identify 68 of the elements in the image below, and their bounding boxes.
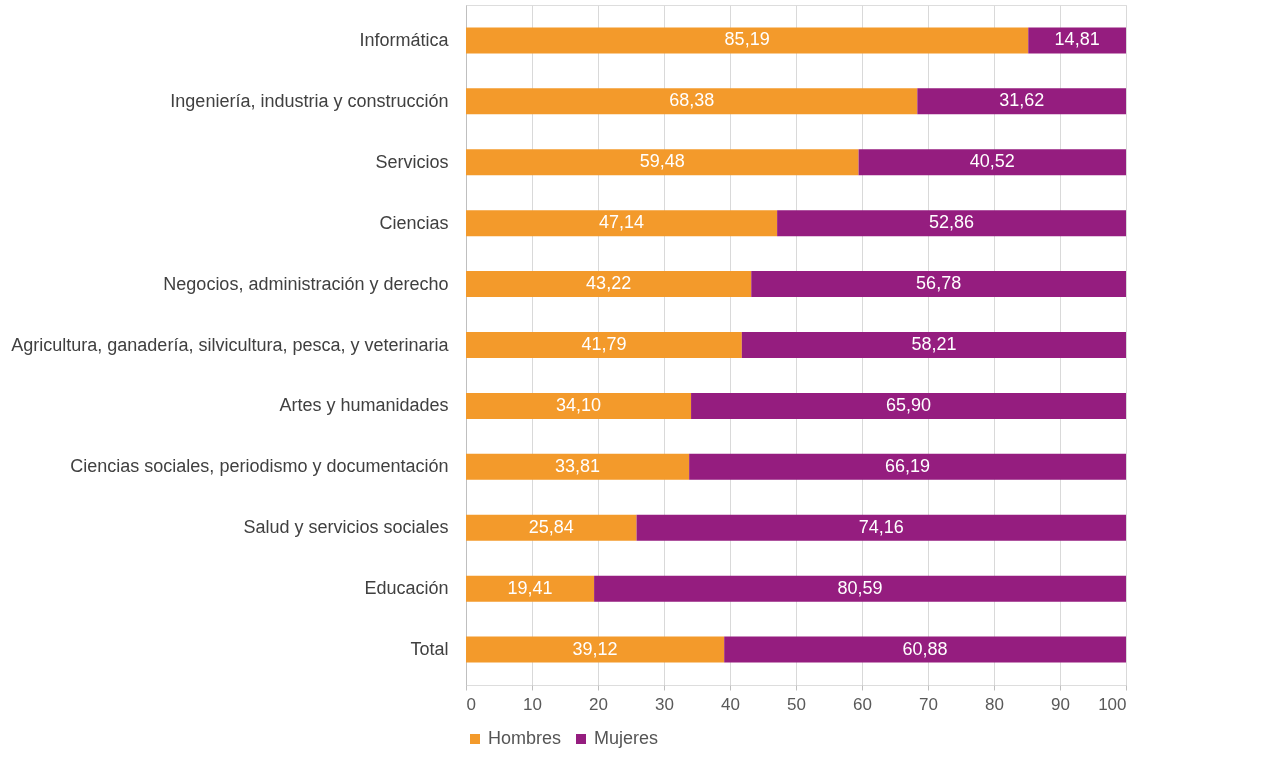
bar — [466, 332, 742, 358]
y-tick-label: Servicios — [375, 151, 449, 172]
bar — [691, 392, 1126, 419]
bar — [751, 271, 1126, 298]
y-tick-label: Salud y servicios sociales — [243, 517, 449, 538]
bar — [466, 27, 1029, 54]
bar — [777, 210, 1126, 237]
y-tick-label: Agricultura, ganadería, silvicultura, pesca, y veterinaria — [11, 334, 450, 355]
bar — [466, 149, 859, 176]
data-label: 59,48 — [639, 151, 685, 172]
y-tick-label: Informática — [359, 29, 450, 50]
bar — [689, 453, 1126, 480]
data-label: 58,21 — [911, 334, 957, 354]
legend-label: Mujeres — [594, 728, 659, 748]
data-label: 41,79 — [581, 334, 627, 354]
bar — [466, 453, 690, 480]
data-label: 80,59 — [837, 577, 883, 598]
x-tick-label: 100 — [1098, 694, 1127, 714]
data-label: 65,90 — [886, 394, 932, 415]
x-tick-label: 40 — [721, 694, 740, 714]
data-label: 39,12 — [572, 638, 618, 659]
x-tick-label: 60 — [853, 694, 872, 714]
y-tick-label: Educación — [364, 578, 449, 599]
data-label: 33,81 — [555, 455, 601, 476]
x-tick-label: 20 — [589, 694, 608, 714]
x-tick-label: 80 — [985, 694, 1004, 714]
legend-label: Hombres — [488, 728, 562, 748]
data-label: 68,38 — [669, 90, 715, 111]
data-label: 52,86 — [929, 212, 975, 233]
y-tick-label: Ciencias — [379, 212, 449, 233]
bar — [594, 575, 1126, 602]
x-tick-label: 0 — [466, 694, 476, 714]
data-label: 19,41 — [507, 577, 553, 598]
data-label: 31,62 — [999, 90, 1045, 111]
x-tick-label: 30 — [655, 694, 674, 714]
y-tick-label: Negocios, administración y derecho — [163, 273, 449, 294]
y-tick-label: Artes y humanidades — [279, 395, 449, 416]
x-tick-label: 90 — [1051, 694, 1070, 714]
bar — [917, 88, 1126, 115]
data-label: 85,19 — [724, 29, 770, 50]
bar — [466, 88, 918, 115]
bar — [466, 636, 725, 663]
y-tick-label: Total — [410, 639, 449, 660]
data-label: 14,81 — [1054, 29, 1100, 50]
data-label: 25,84 — [528, 516, 574, 537]
bar — [741, 332, 1126, 358]
bar — [1028, 27, 1126, 54]
x-tick-label: 70 — [919, 694, 938, 714]
data-label: 40,52 — [969, 151, 1015, 172]
data-label: 66,19 — [885, 455, 931, 476]
data-label: 34,10 — [556, 394, 602, 415]
data-label: 60,88 — [902, 638, 948, 659]
y-tick-label: Ingeniería, industria y construcción — [170, 90, 449, 111]
bar — [858, 149, 1126, 176]
y-tick-label: Ciencias sociales, periodismo y documentación — [70, 456, 449, 477]
bar — [466, 575, 595, 602]
bar — [724, 636, 1126, 663]
data-label: 47,14 — [599, 212, 645, 233]
bar — [466, 514, 637, 541]
bar — [466, 392, 692, 419]
bar — [466, 271, 752, 298]
data-label: 74,16 — [858, 516, 904, 537]
x-tick-label: 50 — [787, 694, 806, 714]
data-label: 56,78 — [916, 273, 962, 294]
x-tick-label: 10 — [523, 694, 542, 714]
bar — [466, 210, 778, 237]
data-label: 43,22 — [586, 273, 632, 294]
bar — [636, 514, 1126, 541]
